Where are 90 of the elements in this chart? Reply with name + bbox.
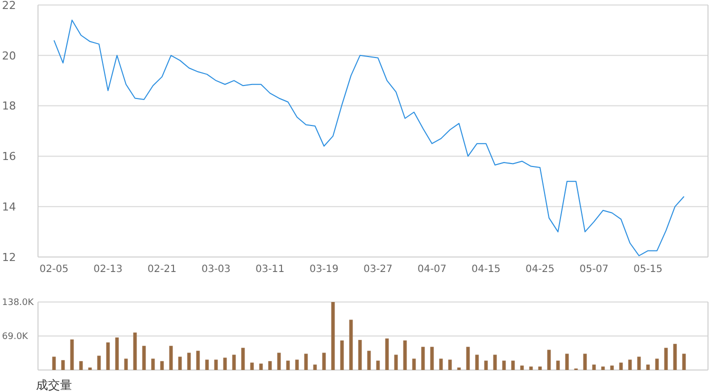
- bar: [439, 358, 443, 370]
- bar: [259, 364, 263, 370]
- bar: [340, 340, 344, 370]
- bar: [637, 356, 641, 370]
- bar: [403, 340, 407, 370]
- bar: [142, 346, 146, 370]
- bar: [421, 346, 425, 370]
- bar: [97, 356, 101, 370]
- y-tick-label: 14: [2, 200, 16, 214]
- x-tick-label: 03-03: [201, 264, 231, 275]
- line-series: [54, 20, 684, 256]
- bar: [592, 364, 596, 370]
- bar: [358, 340, 362, 370]
- x-tick-label: 03-11: [255, 264, 285, 275]
- bar: [493, 354, 497, 370]
- bar: [601, 366, 605, 370]
- bar: [169, 346, 173, 370]
- bar: [430, 346, 434, 370]
- bar: [610, 366, 614, 370]
- bar: [115, 337, 119, 370]
- y-tick-label: 69.0K: [2, 332, 30, 342]
- y-tick-label: 22: [2, 0, 16, 12]
- bar: [664, 348, 668, 370]
- bar: [619, 362, 623, 370]
- bar: [277, 352, 281, 370]
- bar: [565, 354, 569, 370]
- x-tick-label: 04-07: [417, 264, 447, 275]
- bar: [331, 302, 335, 370]
- bar: [556, 360, 560, 370]
- bar: [232, 354, 236, 370]
- bar: [529, 366, 533, 370]
- bar: [214, 360, 218, 370]
- x-tick-label: 03-19: [309, 264, 339, 275]
- bar: [484, 360, 488, 370]
- y-tick-label: 12: [2, 250, 16, 264]
- bar: [241, 348, 245, 370]
- bar: [160, 361, 164, 370]
- bar: [466, 346, 470, 370]
- x-tick-label: 02-13: [93, 264, 123, 275]
- bar: [448, 360, 452, 370]
- bar: [682, 354, 686, 370]
- bar: [52, 356, 56, 370]
- bar: [313, 364, 317, 370]
- bar: [646, 364, 650, 370]
- bar: [385, 338, 389, 370]
- bar: [178, 356, 182, 370]
- bar: [475, 354, 479, 370]
- bar: [367, 350, 371, 370]
- text: 成交量: [36, 378, 72, 392]
- x-tick-label: 02-21: [147, 264, 177, 275]
- bar: [583, 354, 587, 370]
- bar: [520, 366, 524, 370]
- bar: [70, 339, 74, 370]
- bar: [286, 360, 290, 370]
- x-tick-label: 02-05: [39, 264, 69, 275]
- x-tick-label: 05-07: [579, 264, 609, 275]
- bar: [538, 366, 542, 370]
- bar: [547, 350, 551, 370]
- bar: [502, 360, 506, 370]
- bar: [322, 352, 326, 370]
- y-tick-label: 20: [2, 49, 16, 62]
- bar: [673, 344, 677, 370]
- bar: [511, 360, 515, 370]
- bar: [295, 360, 299, 370]
- bar: [223, 358, 227, 370]
- y-tick-label: 138.0K: [2, 298, 35, 308]
- bar: [412, 358, 416, 370]
- bar: [394, 354, 398, 370]
- bar: [250, 362, 254, 370]
- bar: [376, 360, 380, 370]
- bar: [187, 352, 191, 370]
- bar: [106, 342, 110, 370]
- bar: [196, 350, 200, 370]
- x-tick-label: 03-27: [363, 264, 393, 275]
- bar: [655, 358, 659, 370]
- x-tick-label: 04-15: [471, 264, 501, 275]
- bar: [124, 358, 128, 370]
- bar: [628, 360, 632, 370]
- bar: [205, 360, 209, 370]
- bar: [268, 361, 272, 370]
- bar: [304, 354, 308, 370]
- x-tick-label: 05-15: [633, 264, 663, 275]
- y-tick-label: 18: [2, 100, 16, 113]
- bar: [79, 361, 83, 370]
- bar: [61, 360, 65, 370]
- x-tick-label: 04-25: [525, 264, 555, 275]
- bar: [133, 332, 137, 370]
- bar: [349, 320, 353, 370]
- bar: [151, 358, 155, 370]
- y-tick-label: 16: [2, 150, 16, 164]
